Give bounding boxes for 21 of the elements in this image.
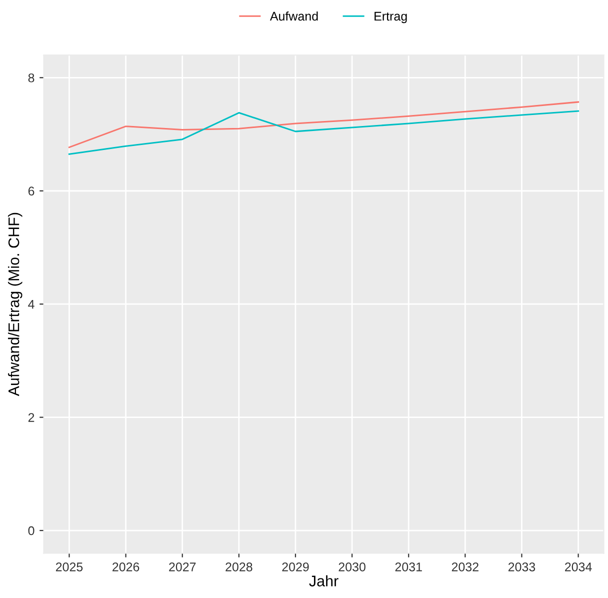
- y-axis-title: Aufwand/Ertrag (Mio. CHF): [8, 212, 22, 396]
- legend-label: Aufwand: [270, 11, 318, 21]
- x-tick-label: 2027: [169, 562, 196, 572]
- x-tick-label: 2031: [395, 562, 422, 572]
- y-tick-label: 6: [28, 186, 34, 196]
- y-tick-label: 8: [28, 73, 34, 82]
- x-tick-label: 2030: [338, 562, 366, 572]
- x-tick-label: 2029: [282, 562, 309, 572]
- y-tick-label: 2: [28, 413, 34, 422]
- x-tick-label: 2033: [508, 562, 536, 572]
- line-series: [68, 110, 580, 155]
- x-tick-label: 2025: [56, 562, 83, 572]
- x-tick-label: 2028: [226, 562, 252, 572]
- legend-label: Ertrag: [374, 12, 407, 24]
- x-tick-label: 2034: [565, 562, 592, 572]
- line-series: [68, 101, 580, 148]
- x-tick-label: 2026: [112, 562, 140, 572]
- x-axis-title: Jahr: [309, 575, 338, 586]
- y-tick-label: 4: [28, 300, 34, 309]
- y-tick-label: 0: [28, 526, 34, 536]
- x-tick-label: 2032: [452, 562, 478, 572]
